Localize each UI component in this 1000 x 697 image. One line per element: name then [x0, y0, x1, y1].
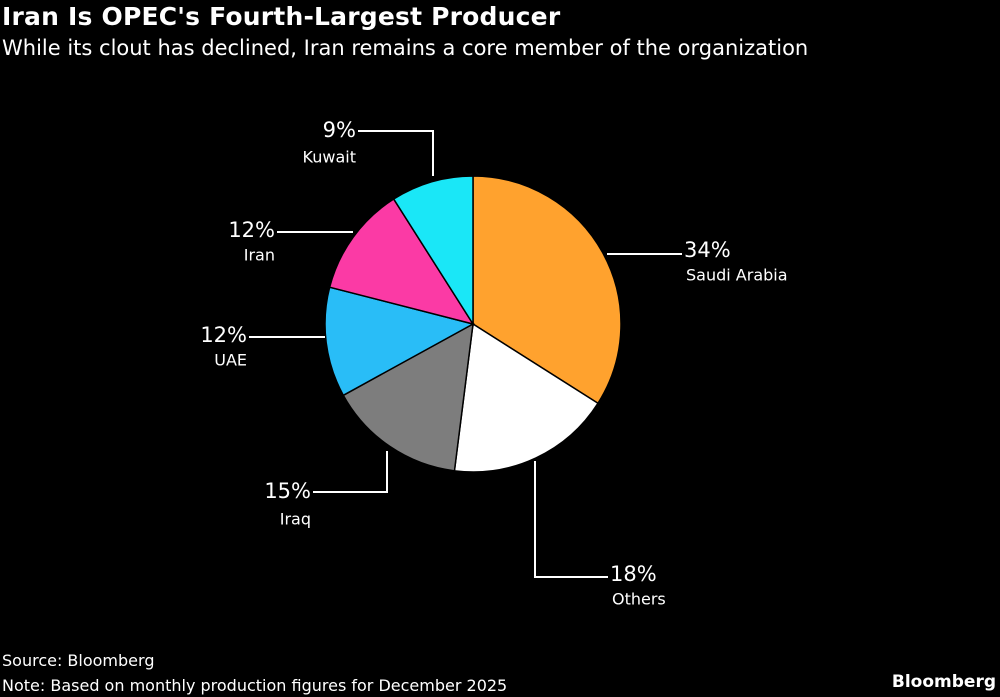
slice-label-iran: Iran: [244, 246, 275, 265]
pie-slice-saudi-arabia: [472, 175, 622, 405]
slice-value-iraq: 15%: [264, 479, 311, 503]
slice-value-saudi-arabia: 34%: [684, 238, 731, 262]
slice-label-kuwait: Kuwait: [303, 148, 356, 167]
chart-subtitle: While its clout has declined, Iran remai…: [2, 36, 809, 60]
pie-slice-uae: [324, 286, 476, 397]
slice-value-others: 18%: [610, 562, 657, 586]
slice-label-saudi-arabia: Saudi Arabia: [686, 266, 788, 285]
source-note: Source: Bloomberg: [2, 651, 155, 670]
slice-label-uae: UAE: [214, 351, 247, 370]
leader-line-others: [534, 461, 608, 578]
pie-slice-others: [453, 322, 599, 473]
pie-labels: 34% Saudi Arabia 18% Others 15% Iraq 12% UAE 12%…: [200, 118, 787, 609]
leader-line-kuwait: [358, 130, 434, 176]
slice-value-iran: 12%: [228, 218, 275, 242]
pie-slices: [324, 175, 622, 473]
slice-label-others: Others: [612, 590, 666, 609]
slice-value-kuwait: 9%: [323, 118, 356, 142]
footnote: Note: Based on monthly production figure…: [2, 676, 508, 695]
chart-title: Iran Is OPEC's Fourth-Largest Producer: [2, 2, 561, 31]
pie-slice-iran: [328, 198, 475, 326]
slice-label-iraq: Iraq: [280, 510, 311, 529]
leader-line-iraq: [313, 451, 388, 493]
pie-slice-kuwait: [392, 175, 474, 327]
pie-slice-iraq: [342, 322, 474, 472]
bloomberg-logo: Bloomberg: [891, 672, 996, 692]
slice-value-uae: 12%: [200, 323, 247, 347]
